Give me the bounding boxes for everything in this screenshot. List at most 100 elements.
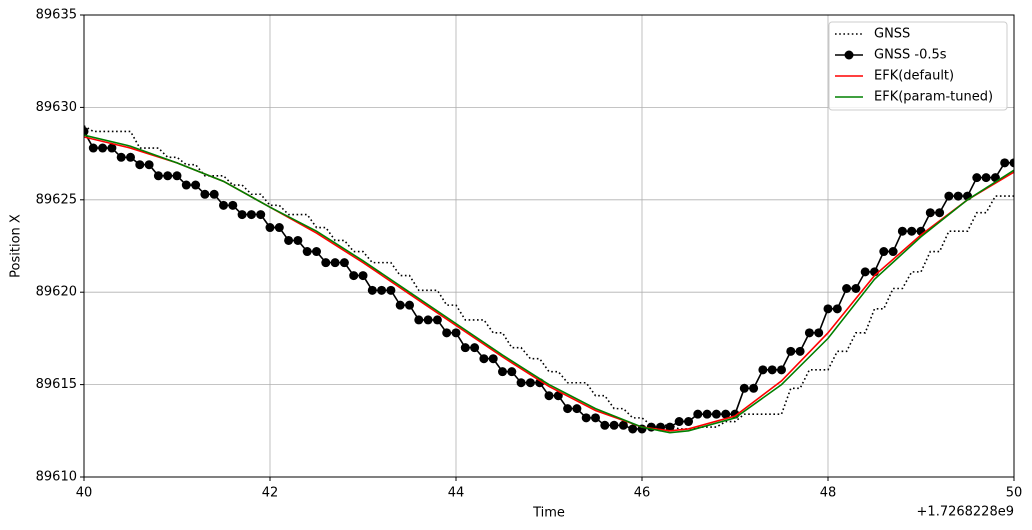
marker	[767, 365, 777, 375]
marker	[219, 200, 228, 210]
marker	[581, 413, 591, 423]
marker	[944, 191, 954, 201]
marker	[814, 328, 824, 338]
marker	[842, 284, 852, 294]
x-tick-label: 46	[634, 486, 651, 501]
y-axis-label: Position X	[9, 214, 24, 278]
marker	[200, 189, 210, 199]
marker	[972, 173, 982, 183]
marker	[191, 180, 201, 190]
marker	[823, 304, 833, 314]
marker	[349, 271, 359, 281]
marker	[628, 424, 638, 434]
legend-label: GNSS	[874, 27, 910, 42]
marker	[851, 284, 861, 294]
marker	[1009, 158, 1014, 168]
marker	[860, 267, 870, 277]
marker	[925, 208, 935, 218]
marker	[228, 200, 238, 210]
marker	[153, 171, 163, 181]
marker	[777, 365, 786, 375]
marker	[721, 409, 731, 419]
marker	[684, 417, 693, 427]
marker	[693, 409, 703, 419]
marker	[749, 383, 759, 393]
plot-area	[84, 125, 1014, 434]
marker	[414, 315, 424, 325]
plot-frame	[83, 14, 1015, 478]
marker	[256, 210, 266, 220]
marker	[879, 247, 889, 257]
y-tick-label: 89615	[36, 377, 77, 392]
marker	[265, 223, 275, 233]
x-tick-label: 42	[262, 486, 279, 501]
marker	[786, 346, 796, 356]
marker	[507, 367, 517, 377]
marker	[953, 191, 963, 201]
marker	[116, 152, 126, 162]
marker	[126, 152, 135, 162]
marker	[832, 304, 842, 314]
marker	[181, 180, 191, 190]
legend-label: GNSS -0.5s	[874, 48, 947, 63]
y-tick-label: 89610	[36, 470, 77, 485]
marker	[377, 285, 387, 295]
x-tick-label: 44	[448, 486, 465, 501]
marker	[935, 208, 945, 218]
marker	[386, 285, 396, 295]
marker	[135, 160, 145, 170]
marker	[488, 354, 498, 364]
marker	[804, 328, 814, 338]
marker	[600, 420, 610, 430]
marker	[674, 417, 684, 427]
series-line	[84, 134, 1014, 434]
marker	[888, 247, 898, 257]
x-tick-label: 40	[76, 486, 93, 501]
marker	[144, 160, 154, 170]
legend-marker	[844, 50, 854, 60]
y-tick-label: 89625	[36, 192, 77, 207]
marker	[470, 343, 480, 353]
marker	[525, 378, 535, 388]
marker	[981, 173, 991, 183]
marker	[84, 126, 89, 136]
legend-box	[828, 21, 1008, 111]
marker	[321, 258, 331, 268]
marker	[1000, 158, 1010, 168]
marker	[367, 285, 377, 295]
marker	[442, 328, 452, 338]
legend-label: EFK(param-tuned)	[874, 90, 993, 105]
marker	[711, 409, 721, 419]
marker	[107, 143, 117, 153]
marker	[451, 328, 461, 338]
marker	[702, 409, 712, 419]
marker	[498, 367, 507, 377]
marker	[563, 404, 573, 414]
marker	[618, 420, 628, 430]
x-axis-label: Time	[532, 506, 565, 521]
marker	[274, 223, 284, 233]
marker	[423, 315, 433, 325]
marker	[591, 413, 600, 423]
y-tick-label: 89620	[36, 285, 77, 300]
marker	[293, 235, 303, 245]
marker	[302, 247, 312, 257]
marker	[209, 189, 219, 199]
y-tick-label: 89635	[36, 8, 77, 23]
marker	[432, 315, 442, 325]
marker	[758, 365, 768, 375]
marker	[358, 271, 368, 281]
y-tick-label: 89630	[36, 100, 77, 115]
marker	[516, 378, 526, 388]
x-tick-label: 50	[1006, 486, 1023, 501]
marker	[553, 391, 563, 401]
marker	[284, 235, 294, 245]
marker	[246, 210, 256, 220]
marker	[312, 247, 321, 257]
marker	[609, 420, 619, 430]
marker	[795, 346, 805, 356]
x-offset-label: +1.7268228e9	[917, 505, 1014, 520]
marker	[739, 383, 749, 393]
